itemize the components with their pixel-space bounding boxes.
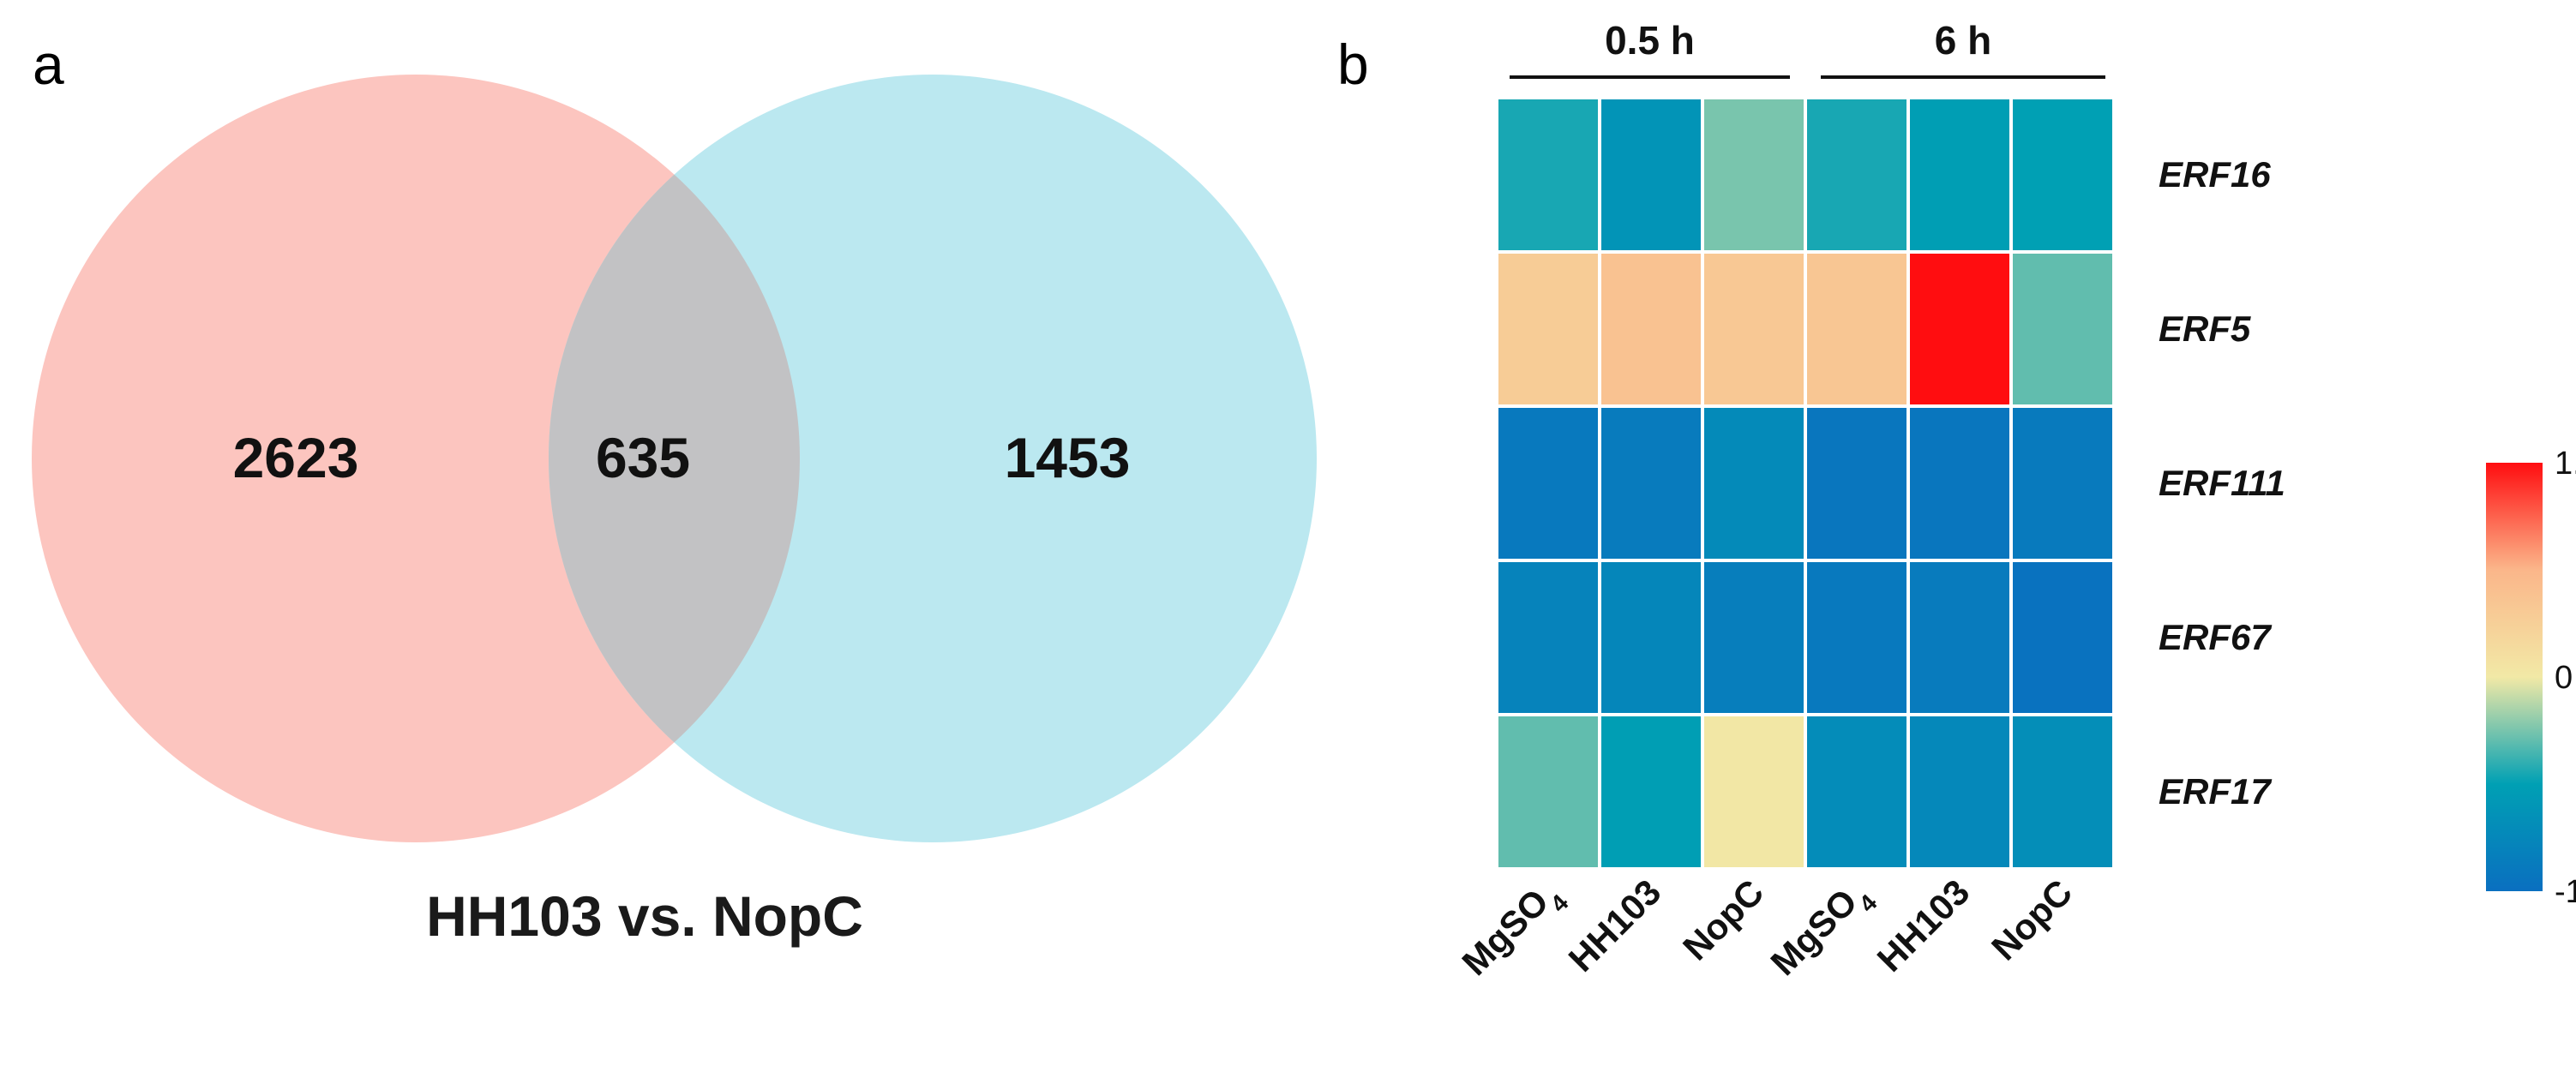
column-label-2: NopC <box>1675 871 1771 967</box>
heatmap-cell-ERF16-4 <box>1906 96 2013 254</box>
heatmap-cell-ERF5-5 <box>2009 250 2116 408</box>
heatmap-cell-ERF17-2 <box>1701 713 1807 871</box>
legend-tick-2: -1 <box>2555 874 2576 910</box>
row-label-ERF5: ERF5 <box>2159 308 2251 349</box>
heatmap-cell-ERF67-2 <box>1701 559 1807 716</box>
legend-ticks: 1.0 0 -1 <box>2555 446 2576 910</box>
heatmap-cell-ERF111-2 <box>1701 404 1807 562</box>
panel-label-b: b <box>1337 33 1369 96</box>
heatmap-row-labels: ERF16 ERF5 ERF111 ERF67 ERF17 <box>2159 154 2285 812</box>
heatmap-cell-ERF111-1 <box>1598 404 1704 562</box>
heatmap-cell-ERF111-0 <box>1495 404 1601 562</box>
column-label-1: HH103 <box>1561 871 1669 979</box>
heatmap-cells <box>1495 96 2116 871</box>
heatmap-cell-ERF17-0 <box>1495 713 1601 871</box>
venn-left-count: 2623 <box>233 426 359 489</box>
heatmap-groups: 0.5 h 6 h <box>1510 18 2105 79</box>
row-label-ERF17: ERF17 <box>2159 771 2272 812</box>
column-label-0: MgSO4 <box>1454 871 1573 991</box>
heatmap-cell-ERF67-0 <box>1495 559 1601 716</box>
heatmap-cell-ERF16-5 <box>2009 96 2116 254</box>
heatmap-cell-ERF5-0 <box>1495 250 1601 408</box>
heatmap-cell-ERF17-5 <box>2009 713 2116 871</box>
heatmap-cell-ERF16-0 <box>1495 96 1601 254</box>
group-label-0: 0.5 h <box>1605 18 1695 63</box>
row-label-ERF16: ERF16 <box>2159 154 2271 195</box>
column-label-4: HH103 <box>1870 871 1978 979</box>
heatmap-cell-ERF5-2 <box>1701 250 1807 408</box>
venn-diagram: 2623 635 1453 HH103 vs. NopC <box>32 75 1317 948</box>
group-label-1: 6 h <box>1935 18 1991 63</box>
heatmap-cell-ERF5-3 <box>1804 250 1910 408</box>
panel-label-a: a <box>33 33 64 96</box>
heatmap-cell-ERF67-1 <box>1598 559 1704 716</box>
venn-overlap-region <box>548 174 800 743</box>
heatmap-cell-ERF67-4 <box>1906 559 2013 716</box>
heatmap-cell-ERF16-1 <box>1598 96 1704 254</box>
heatmap-cell-ERF111-5 <box>2009 404 2116 562</box>
heatmap-cell-ERF111-4 <box>1906 404 2013 562</box>
heatmap-cell-ERF111-3 <box>1804 404 1910 562</box>
heatmap-cell-ERF16-2 <box>1701 96 1807 254</box>
venn-right-count: 1453 <box>1005 426 1131 489</box>
venn-overlap-count: 635 <box>596 426 690 489</box>
heatmap-cell-ERF5-1 <box>1598 250 1704 408</box>
heatmap-cell-ERF17-4 <box>1906 713 2013 871</box>
row-label-ERF67: ERF67 <box>2159 617 2272 657</box>
heatmap-cell-ERF17-1 <box>1598 713 1704 871</box>
legend-colorbar <box>2486 463 2543 891</box>
venn-caption: HH103 vs. NopC <box>426 884 863 948</box>
column-label-3: MgSO4 <box>1762 871 1882 991</box>
heatmap-cell-ERF67-3 <box>1804 559 1910 716</box>
legend-tick-1: 0 <box>2555 660 2573 696</box>
column-label-5: NopC <box>1984 871 2080 967</box>
heatmap-cell-ERF17-3 <box>1804 713 1910 871</box>
heatmap-cell-ERF16-3 <box>1804 96 1910 254</box>
heatmap-cell-ERF5-4 <box>1906 250 2013 408</box>
row-label-ERF111: ERF111 <box>2159 463 2285 503</box>
heatmap: 0.5 h 6 h ERF16 ERF5 ERF111 ERF67 ERF17 MgSO4… <box>1454 18 2285 991</box>
legend-tick-0: 1.0 <box>2555 446 2576 482</box>
color-legend: 1.0 0 -1 <box>2486 446 2576 910</box>
heatmap-cell-ERF67-5 <box>2009 559 2116 716</box>
